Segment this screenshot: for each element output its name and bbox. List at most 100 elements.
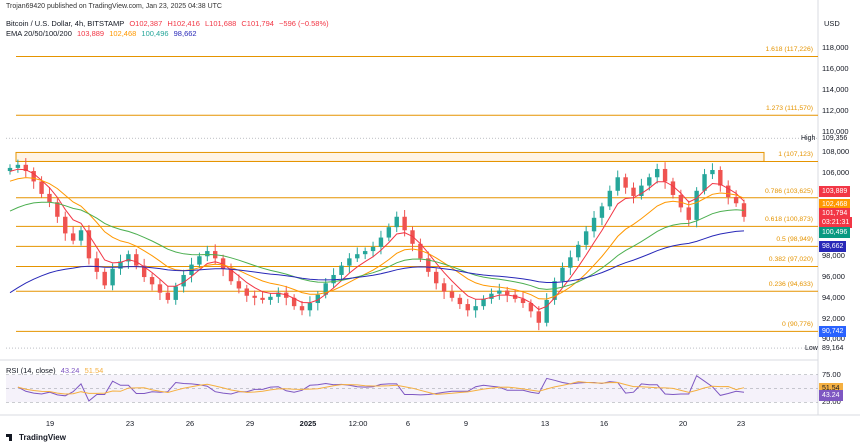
candle-body [733, 197, 739, 204]
candle-body [433, 271, 439, 284]
candle-body [489, 293, 494, 299]
ema50-tag: 102,468 [819, 199, 851, 210]
candle-body [370, 246, 376, 252]
candle-body [110, 268, 115, 286]
candle-body [118, 261, 123, 269]
close-value: C101,794 [241, 19, 274, 28]
candle-body [710, 169, 715, 175]
candle-body [86, 230, 92, 259]
candle-body [276, 292, 281, 297]
candle-body [220, 258, 226, 269]
price-tick: 118,000 [822, 43, 849, 53]
candle-body [165, 292, 171, 300]
low-label: Low [805, 345, 818, 353]
candle-body [315, 294, 321, 304]
candle-body [583, 231, 589, 245]
candle-body [418, 243, 423, 259]
candle-body [23, 164, 28, 172]
candle-body [528, 303, 534, 312]
rsi-ma-line [17, 381, 745, 395]
time-tick: 20 [678, 419, 688, 428]
countdown-tag: 03:21:31 [819, 217, 853, 228]
fib-label: 1 (107,123) [778, 151, 813, 159]
candle-body [331, 274, 336, 284]
time-tick: 29 [245, 419, 255, 428]
price-tick: 98,000 [822, 251, 845, 261]
fib-label: 0.382 (97,020) [768, 256, 813, 264]
candle-body [639, 185, 644, 196]
candle-body [536, 311, 541, 323]
candle-body [386, 227, 392, 238]
candle-body [102, 271, 107, 286]
candle-body [654, 168, 660, 178]
publish-line: Trojan69420 published on TradingView.com… [6, 3, 222, 10]
candle-body [126, 254, 131, 262]
price-tick: 96,000 [822, 272, 845, 282]
low-value: 89,164 [822, 345, 844, 353]
candle-body [694, 190, 699, 220]
candle-body [268, 296, 273, 300]
ema20-line [9, 168, 745, 311]
time-tick: 23 [736, 419, 746, 428]
price-tick: 92,000 [822, 313, 845, 323]
time-tick: 13 [540, 419, 550, 428]
fib-label: 0.236 (94,633) [768, 281, 813, 289]
candle-body [134, 254, 139, 266]
candle-body [607, 190, 613, 207]
candle-body [78, 230, 84, 241]
candle-body [70, 233, 76, 241]
price-tick: 116,000 [822, 64, 849, 74]
candle-body [15, 164, 21, 168]
time-tick: 19 [45, 419, 55, 428]
candle-body [505, 290, 510, 295]
candle-body [702, 174, 707, 191]
currency-label: USD [824, 19, 840, 28]
candle-body [520, 298, 526, 304]
candle-body [394, 216, 399, 228]
candle-body [181, 274, 186, 287]
close-tag: 101,794 [819, 208, 851, 219]
low-value: L101,688 [205, 19, 237, 28]
ema200-value: 98,662 [173, 29, 197, 38]
candle-body [228, 268, 234, 282]
candle-body [260, 297, 265, 300]
ema-label[interactable]: EMA 20/50/100/200 [6, 29, 72, 38]
candle-body [678, 194, 684, 208]
candle-body [141, 265, 147, 278]
candle-body [591, 217, 597, 232]
candle-body [291, 297, 297, 307]
symbol-name[interactable]: Bitcoin / U.S. Dollar, 4h, BITSTAMP [6, 19, 125, 28]
candle-body [497, 290, 502, 294]
candle-body [426, 258, 431, 272]
fib-label: 1.273 (111,570) [766, 105, 813, 113]
rsi-tick: 25.00 [822, 397, 841, 407]
fib-label: 0.786 (103,625) [765, 187, 813, 195]
candle-body [378, 237, 384, 247]
price-tick: 108,000 [822, 147, 850, 157]
candle-body [252, 295, 257, 298]
high-label: High [801, 135, 816, 143]
high-value: H102,416 [167, 19, 200, 28]
candle-body [726, 185, 731, 198]
candle-body [686, 207, 691, 220]
time-tick: 6 [405, 419, 411, 428]
ema100-line [9, 201, 745, 290]
time-tick: 23 [125, 419, 135, 428]
rsi-ma-tag: 51.54 [819, 382, 843, 394]
candle-body [63, 216, 68, 234]
fib0-tag: 90,742 [819, 326, 847, 337]
footer-brand: TradingView [19, 433, 66, 442]
candle-body [236, 281, 242, 289]
ema50-line [9, 177, 745, 300]
candle-body [623, 177, 628, 188]
tradingview-logo[interactable]: TradingView [6, 433, 66, 442]
candle-body [205, 251, 210, 257]
tradingview-icon [6, 434, 16, 441]
rsi-label[interactable]: RSI (14, close) [6, 366, 56, 375]
candle-body [307, 303, 313, 311]
candle-body [662, 168, 668, 182]
price-tick: 112,000 [822, 105, 849, 115]
candle-body [552, 281, 557, 300]
candle-body [457, 297, 463, 305]
